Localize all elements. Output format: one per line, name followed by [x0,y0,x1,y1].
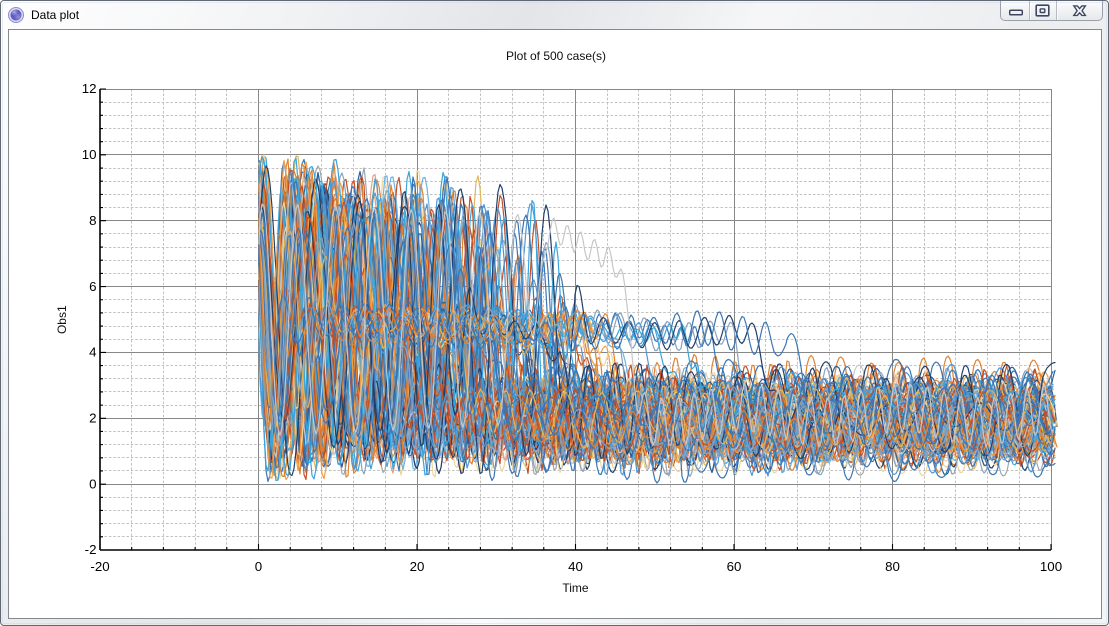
svg-text:80: 80 [885,559,900,574]
svg-text:12: 12 [82,81,97,96]
svg-text:100: 100 [1040,559,1062,574]
svg-text:4: 4 [89,345,96,360]
svg-text:-2: -2 [85,542,97,557]
svg-text:10: 10 [82,147,97,162]
svg-text:0: 0 [89,476,96,491]
svg-text:Plot of 500 case(s): Plot of 500 case(s) [506,49,606,63]
svg-text:0: 0 [255,559,262,574]
svg-text:60: 60 [727,559,742,574]
svg-text:20: 20 [410,559,425,574]
svg-text:-20: -20 [90,559,109,574]
svg-text:40: 40 [568,559,583,574]
svg-text:8: 8 [89,213,96,228]
svg-text:Time: Time [562,581,589,595]
svg-text:Obs1: Obs1 [55,305,69,334]
svg-text:6: 6 [89,279,96,294]
svg-text:2: 2 [89,410,96,425]
